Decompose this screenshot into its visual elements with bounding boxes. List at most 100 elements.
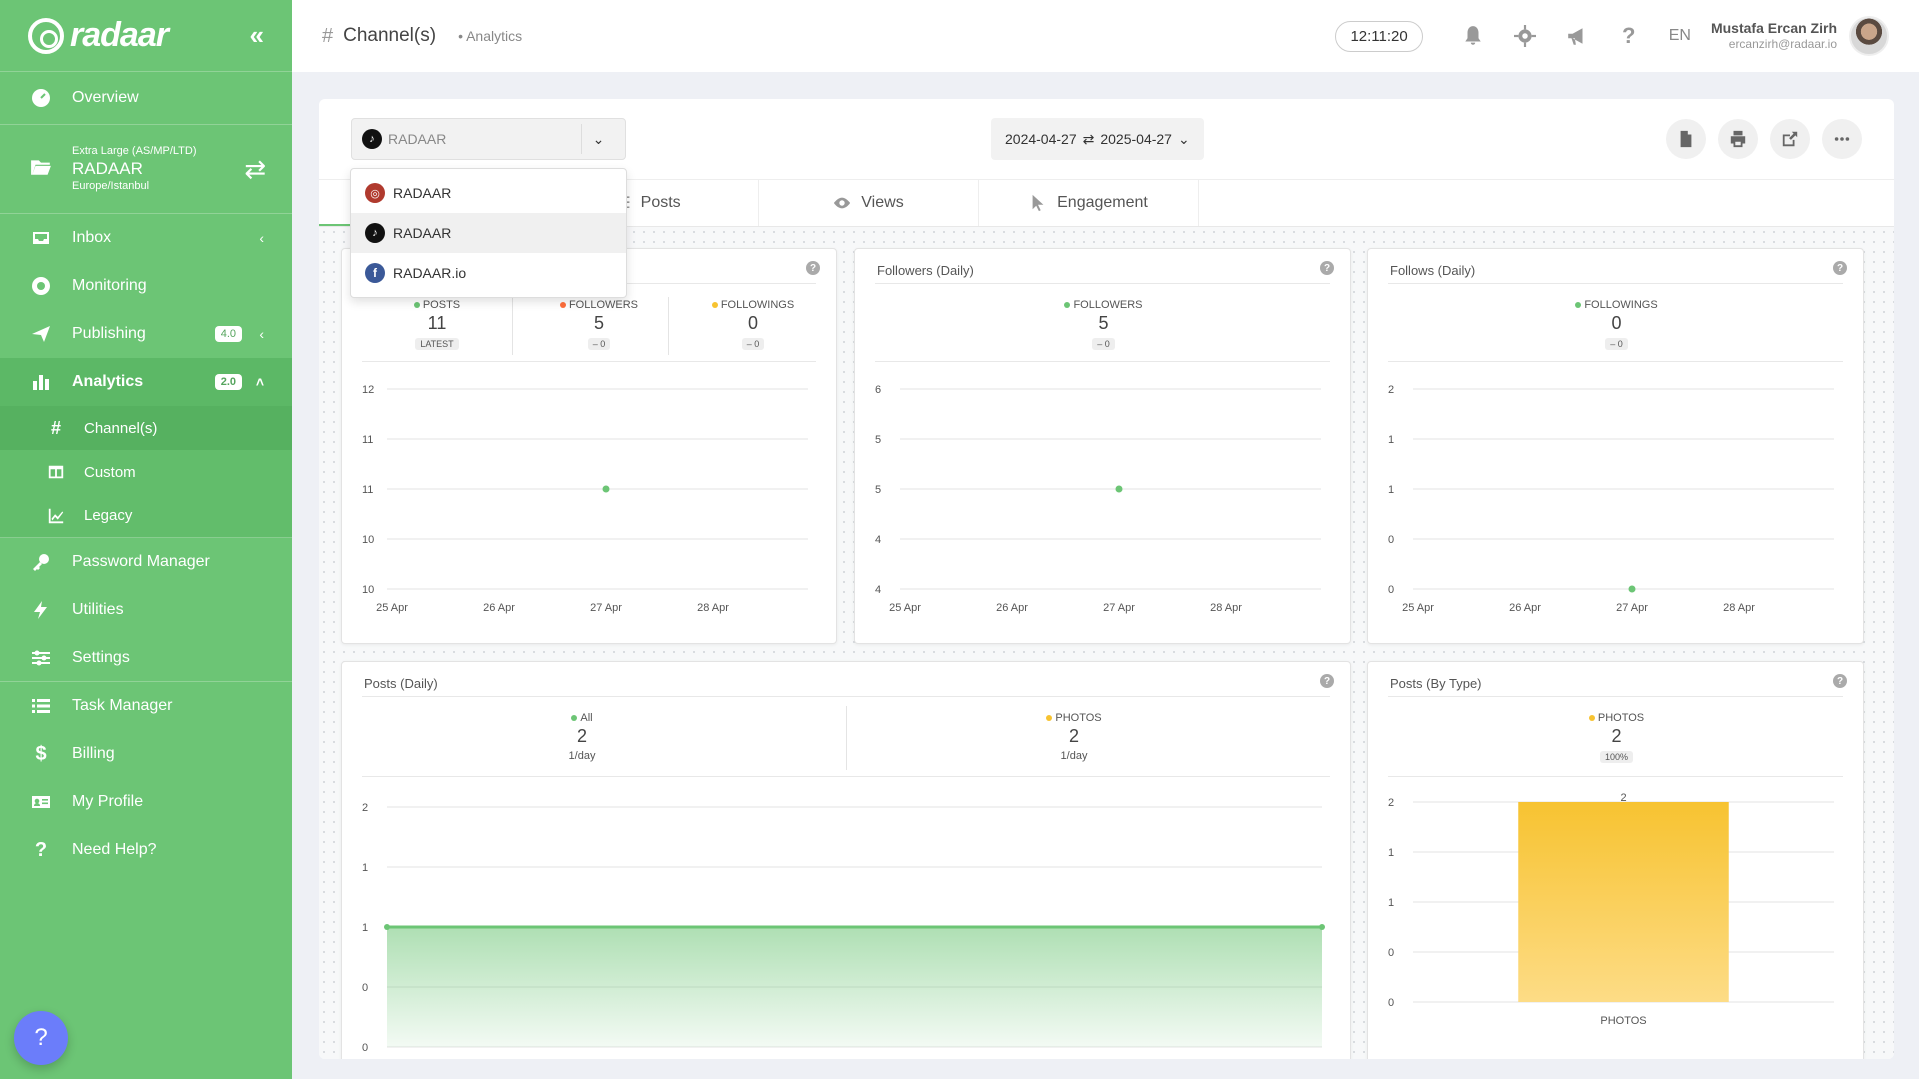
followings-stat: FOLLOWINGS 0 – 0 xyxy=(688,299,818,352)
chevron-left-icon: ‹ xyxy=(259,326,264,342)
help-icon[interactable]: ? xyxy=(1833,261,1847,275)
data-point xyxy=(1115,485,1123,493)
share-button[interactable] xyxy=(1770,119,1810,159)
sidebar-item-my-profile[interactable]: My Profile xyxy=(0,778,292,826)
print-button[interactable] xyxy=(1718,119,1758,159)
chevron-left-icon: ‹ xyxy=(259,230,264,246)
sidebar-item-password-manager[interactable]: Password Manager xyxy=(0,538,292,586)
sidebar-item-label: Inbox xyxy=(72,229,112,246)
sidebar-item-task-manager[interactable]: Task Manager xyxy=(0,682,292,730)
y-tick-label: 5 xyxy=(875,434,881,446)
sidebar: radaar « Overview Extra Large (AS/MP/LTD… xyxy=(0,0,292,1079)
area-fill xyxy=(387,927,1322,1047)
legend-dot xyxy=(413,302,420,308)
x-tick-label: 28 Apr xyxy=(697,602,729,614)
account-timezone: Europe/Istanbul xyxy=(72,179,150,192)
sidebar-item-need-help[interactable]: ? Need Help? xyxy=(0,826,292,874)
help-icon[interactable]: ? xyxy=(806,261,820,275)
sidebar-item-monitoring[interactable]: Monitoring xyxy=(0,262,292,310)
photos-stat: PHOTOS 2 1/day xyxy=(1014,712,1134,762)
version-badge: 2.0 xyxy=(214,374,242,390)
share-icon xyxy=(1782,131,1798,147)
sidebar-item-billing[interactable]: $ Billing xyxy=(0,730,292,778)
x-tick-label: PHOTOS xyxy=(1600,1015,1646,1027)
y-tick-label: 10 xyxy=(362,584,374,596)
sidebar-item-label: Publishing xyxy=(72,325,146,342)
y-tick-label: 4 xyxy=(875,584,881,596)
dropdown-item-facebook[interactable]: f RADAAR.io xyxy=(351,253,626,293)
account-name: RADAAR xyxy=(72,159,143,179)
date-range-picker[interactable]: 2024-04-27 ⇄ 2025-04-27 ⌄ xyxy=(991,118,1204,160)
stat-label: POSTS xyxy=(422,299,461,311)
bell-icon[interactable] xyxy=(1447,25,1499,47)
sidebar-item-inbox[interactable]: Inbox ‹ xyxy=(0,214,292,262)
collapse-sidebar-icon[interactable]: « xyxy=(249,20,264,50)
x-tick-label: 25 Apr xyxy=(889,602,921,614)
stat-label: PHOTOS xyxy=(1597,712,1645,724)
key-icon xyxy=(30,551,52,573)
x-tick-label: 26 Apr xyxy=(996,602,1028,614)
sidebar-subitem-channels[interactable]: # Channel(s) xyxy=(0,406,292,450)
data-point xyxy=(602,485,610,493)
channel-select[interactable]: ♪ RADAAR ⌄ xyxy=(351,118,626,160)
date-to: 2025-04-27 xyxy=(1100,131,1172,147)
file-icon xyxy=(1680,130,1692,148)
posts-by-type-card: Posts (By Type) ? PHOTOS 2 100% 2 1 1 0 0 2 PH… xyxy=(1367,661,1864,1059)
sidebar-item-publishing[interactable]: Publishing 4.0 ‹ xyxy=(0,310,292,358)
account-switcher[interactable]: Extra Large (AS/MP/LTD) RADAAR Europe/Is… xyxy=(0,124,292,214)
dollar-icon: $ xyxy=(35,742,47,765)
photos-stat: PHOTOS 2 100% xyxy=(1548,712,1685,765)
dropdown-item-instagram[interactable]: ◎ RADAAR xyxy=(351,173,626,213)
sidebar-item-analytics[interactable]: Analytics 2.0 ˄ xyxy=(0,358,292,406)
help-icon[interactable]: ? xyxy=(1622,23,1636,48)
stat-label: FOLLOWINGS xyxy=(720,299,795,311)
sidebar-item-label: Analytics xyxy=(72,373,144,390)
x-tick-label: 25 Apr xyxy=(1402,602,1434,614)
help-icon[interactable]: ? xyxy=(1320,261,1334,275)
sidebar-subitem-custom[interactable]: Custom xyxy=(0,450,292,494)
tiktok-icon: ♪ xyxy=(365,223,385,243)
filter-bar: ♪ RADAAR ⌄ 2024-04-27 ⇄ 2025-04-27 ⌄ xyxy=(319,99,1894,179)
user-menu[interactable]: Mustafa Ercan Zirh ercanzirh@radaar.io xyxy=(1711,19,1837,53)
avatar[interactable] xyxy=(1849,16,1889,56)
more-options-button[interactable] xyxy=(1822,119,1862,159)
language-switcher[interactable]: EN xyxy=(1668,27,1691,44)
y-tick-label: 0 xyxy=(1388,947,1394,959)
x-tick-label: 26 Apr xyxy=(1509,602,1541,614)
help-icon[interactable]: ? xyxy=(1833,674,1847,688)
sidebar-subitem-legacy[interactable]: Legacy xyxy=(0,494,292,538)
data-point xyxy=(1319,924,1325,930)
tab-label: Posts xyxy=(640,194,681,211)
chevron-down-icon: ⌄ xyxy=(581,124,615,154)
sidebar-item-overview[interactable]: Overview xyxy=(0,72,292,124)
help-chat-button[interactable]: ? xyxy=(14,1011,68,1065)
list-icon xyxy=(30,695,52,717)
breadcrumb[interactable]: • Analytics xyxy=(458,28,523,44)
breadcrumb-label: Analytics xyxy=(466,28,523,44)
dropdown-item-tiktok[interactable]: ♪ RADAAR xyxy=(351,213,626,253)
logo[interactable]: radaar xyxy=(28,16,169,55)
y-tick-label: 11 xyxy=(362,434,373,446)
gear-icon[interactable] xyxy=(1499,25,1551,47)
logo-text: radaar xyxy=(70,16,169,54)
help-icon[interactable]: ? xyxy=(1320,674,1334,688)
y-tick-label: 1 xyxy=(1388,434,1394,446)
sidebar-item-label: Utilities xyxy=(72,601,124,618)
sidebar-item-label: Billing xyxy=(72,745,115,762)
data-point xyxy=(384,924,390,930)
sidebar-item-label: Overview xyxy=(72,89,139,106)
megaphone-icon[interactable] xyxy=(1551,25,1603,47)
main-panel: ♪ RADAAR ⌄ 2024-04-27 ⇄ 2025-04-27 ⌄ ☰ P… xyxy=(319,99,1894,1059)
y-tick-label: 0 xyxy=(1388,584,1394,596)
export-pdf-button[interactable] xyxy=(1666,119,1706,159)
sidebar-item-settings[interactable]: Settings xyxy=(0,634,292,682)
swap-account-icon[interactable]: ⇄ xyxy=(244,153,266,184)
card-title: Posts (Daily) xyxy=(364,676,438,691)
tab-engagement[interactable]: Engagement xyxy=(979,180,1199,226)
y-tick-label: 2 xyxy=(362,802,368,814)
sidebar-item-utilities[interactable]: Utilities xyxy=(0,586,292,634)
stat-chip: – 0 xyxy=(741,338,765,350)
tab-views[interactable]: Views xyxy=(759,180,979,226)
x-tick-label: 27 Apr xyxy=(590,602,622,614)
bar-data-label: 2 xyxy=(1620,792,1626,804)
